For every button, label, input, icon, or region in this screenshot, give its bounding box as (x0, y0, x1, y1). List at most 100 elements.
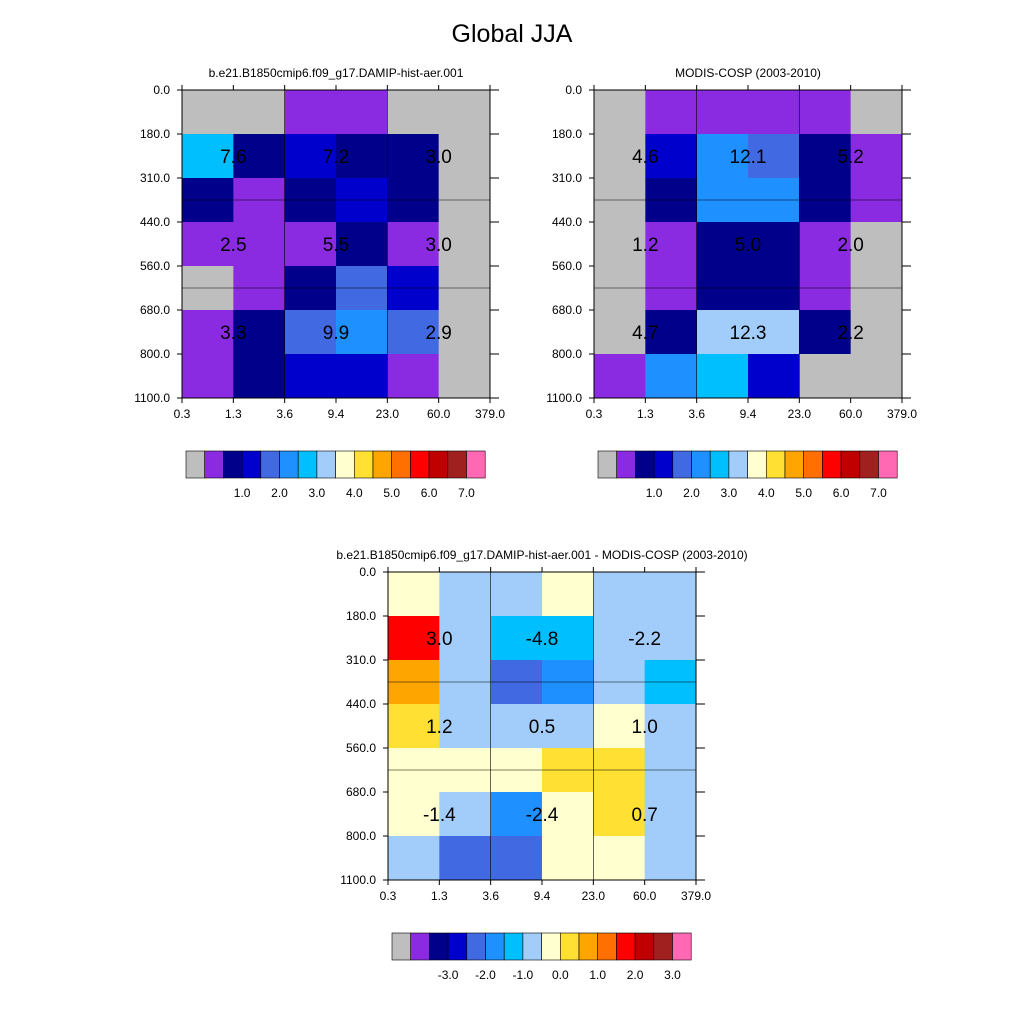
colorbar-swatch (635, 450, 655, 479)
colorbar-swatch (354, 450, 374, 479)
colorbar-swatch (672, 450, 692, 479)
colorbar-swatch (204, 450, 224, 479)
x-tick-label: 9.4 (740, 407, 757, 421)
heatmap-cell (593, 704, 646, 749)
heatmap-cell (644, 704, 697, 749)
heatmap-cell (645, 310, 698, 355)
x-tick-label: 23.0 (788, 407, 812, 421)
heatmap-cell (799, 354, 852, 399)
heatmap-cell (696, 134, 749, 179)
colorbar-swatch (503, 932, 524, 961)
heatmap-cell (233, 310, 286, 355)
x-tick-label: 1.3 (225, 407, 242, 421)
heatmap-cell (336, 310, 388, 355)
colorbar-label: 4.0 (758, 486, 775, 500)
colorbar-label: 7.0 (458, 486, 475, 500)
heatmap-cell (284, 310, 337, 355)
block-value-label: -2.4 (526, 805, 559, 826)
y-tick-label: 310.0 (140, 171, 170, 185)
block-value-label: -4.8 (526, 629, 559, 650)
y-tick-label: 180.0 (552, 127, 582, 141)
heatmap-cell (850, 222, 903, 267)
heatmap-cell (490, 572, 543, 617)
heatmap-cell (748, 354, 800, 399)
block-value-label: 5.0 (735, 235, 761, 256)
colorbar-swatch (297, 450, 318, 479)
heatmap-cell (645, 354, 698, 399)
colorbar-swatch (672, 932, 692, 961)
colorbar-label: 3.0 (309, 486, 326, 500)
colorbar-swatch (784, 450, 805, 479)
heatmap-cell (850, 90, 903, 135)
colorbar-swatch (840, 450, 861, 479)
heatmap-cell (182, 310, 234, 355)
x-tick-label: 60.0 (633, 889, 657, 903)
block-value-label: 1.0 (631, 717, 657, 738)
colorbar-swatch (335, 450, 355, 479)
block-value-label: 2.5 (220, 235, 246, 256)
colorbar-swatch (859, 450, 879, 479)
block-value-label: 7.2 (323, 147, 349, 168)
colorbar-swatch (691, 450, 711, 479)
colorbar-swatch (766, 450, 786, 479)
colorbar-swatch (541, 932, 561, 961)
x-tick-label: 0.3 (586, 407, 603, 421)
block-value-label: 7.6 (220, 147, 246, 168)
colorbar-swatch (391, 932, 412, 961)
colorbar-label: 6.0 (833, 486, 850, 500)
heatmap-cell (748, 134, 800, 179)
y-tick-label: 680.0 (140, 303, 170, 317)
heatmap-cell (438, 134, 491, 179)
y-tick-label: 680.0 (346, 785, 376, 799)
block-value-label: -2.2 (628, 629, 661, 650)
heatmap-cell (388, 792, 440, 837)
y-tick-label: 440.0 (552, 215, 582, 229)
colorbar-swatch (653, 450, 674, 479)
x-tick-label: 60.0 (427, 407, 451, 421)
heatmap-cell (387, 90, 440, 135)
block-value-label: 5.5 (323, 235, 349, 256)
x-tick-label: 3.6 (276, 407, 293, 421)
block-value-label: 4.6 (632, 147, 658, 168)
heatmap-cell (284, 90, 337, 135)
heatmap-cell (799, 222, 852, 267)
colorbar-label: 1.0 (234, 486, 251, 500)
colorbar-swatch (560, 932, 580, 961)
heatmap-cell (439, 836, 492, 881)
block-value-label: 1.2 (426, 717, 452, 738)
colorbar-swatch (185, 450, 206, 479)
heatmap-cell (645, 222, 698, 267)
colorbar-label: 0.0 (552, 968, 569, 982)
heatmap-cell (438, 354, 491, 399)
block-value-label: 3.3 (220, 323, 246, 344)
heatmap-cell (490, 836, 543, 881)
heatmap-cell (438, 310, 491, 355)
heatmap-cell (336, 354, 388, 399)
heatmap-cell (594, 90, 646, 135)
heatmap-cell (233, 90, 286, 135)
y-tick-label: 180.0 (346, 609, 376, 623)
colorbar-swatch (728, 450, 748, 479)
y-tick-label: 680.0 (552, 303, 582, 317)
colorbar-label: 1.0 (646, 486, 663, 500)
colorbar-swatch (260, 450, 280, 479)
x-tick-label: 23.0 (582, 889, 606, 903)
heatmap-panel-modis: MODIS-COSP (2003-2010) 0.3 1.3 3.6 9.4 23.0 60… (546, 66, 917, 500)
colorbar-label: 2.0 (683, 486, 700, 500)
x-tick-label: 9.4 (534, 889, 551, 903)
heatmap-cell (748, 90, 800, 135)
heatmap-cell (336, 90, 388, 135)
colorbar-label: -1.0 (513, 968, 534, 982)
y-tick-label: 180.0 (140, 127, 170, 141)
figure-title: Global JJA (451, 20, 573, 48)
heatmap-cell (439, 616, 492, 661)
colorbar-swatch (747, 450, 767, 479)
colorbar-label: 2.0 (627, 968, 644, 982)
heatmap-panel-difference: b.e21.B1850cmip6.f09_g17.DAMIP-hist-aer.… (336, 548, 747, 982)
heatmap-cell (542, 704, 594, 749)
heatmap-cell (387, 134, 440, 179)
y-tick-label: 800.0 (552, 347, 582, 361)
y-tick-label: 440.0 (140, 215, 170, 229)
block-value-label: 4.7 (632, 323, 658, 344)
heatmap-cell (284, 134, 337, 179)
